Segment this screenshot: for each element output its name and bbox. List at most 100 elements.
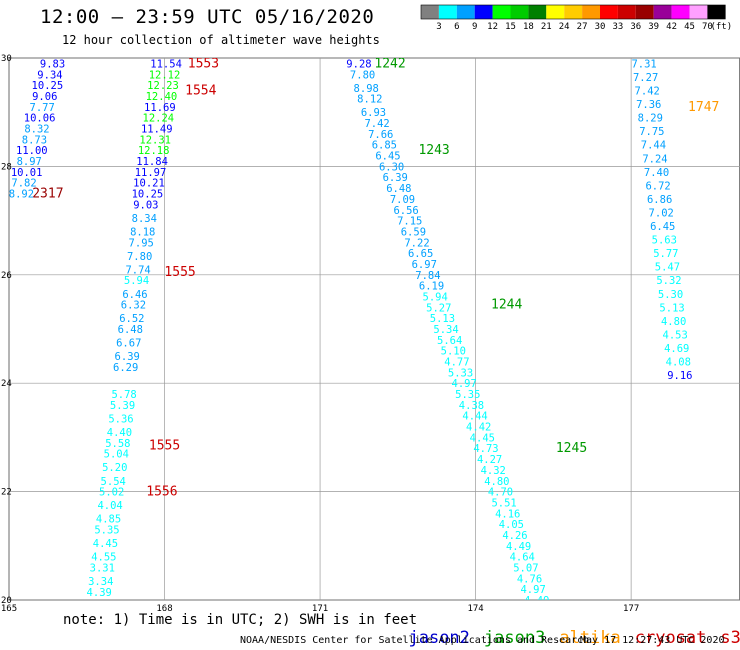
- wave-height-point-jason3: 4.80: [484, 476, 509, 488]
- wave-height-point-altika: 7.24: [642, 153, 667, 165]
- wave-height-point-altika: 7.44: [641, 140, 666, 152]
- pass-time-label: 1555: [164, 265, 195, 280]
- colorbar-frame: [420, 4, 726, 20]
- wave-height-point-altika: 5.13: [659, 302, 684, 314]
- wave-height-point-cryosat: 12.31: [139, 134, 171, 146]
- y-tick-label: 22: [1, 488, 12, 498]
- pass-time-label: 1747: [688, 100, 719, 115]
- wave-height-point-jason2: 8.32: [24, 123, 49, 135]
- wave-height-point-cryosat: 5.35: [94, 525, 119, 537]
- satellite-legend: jason2 jason3 altika cryosat s3a: [388, 608, 740, 648]
- wave-height-point-altika: 4.08: [666, 357, 691, 369]
- wave-height-point-jason3: 4.76: [517, 573, 542, 585]
- wave-height-point-jason3: 4.16: [495, 508, 520, 520]
- wave-height-point-cryosat: 9.03: [133, 199, 158, 211]
- y-tick-label: 26: [1, 271, 12, 281]
- y-tick-label: 28: [1, 162, 12, 172]
- wave-height-point-jason3: 8.12: [357, 94, 382, 106]
- pass-time-label: 1554: [185, 84, 216, 99]
- wave-height-point-jason3: 7.84: [415, 270, 440, 282]
- wave-height-point-altika: 5.63: [652, 235, 677, 247]
- wave-height-point-jason3: 5.13: [430, 313, 455, 325]
- wave-height-point-altika: 5.32: [656, 275, 681, 287]
- wave-height-point-jason2: 10.06: [24, 113, 56, 125]
- wave-height-point-cryosat: 7.74: [125, 264, 150, 276]
- colorbar-swatch: [582, 5, 600, 19]
- wave-height-point-jason3: 6.45: [375, 151, 400, 163]
- wave-height-point-jason3: 7.80: [350, 69, 375, 81]
- wave-height-point-jason2: 10.01: [11, 167, 43, 179]
- wave-height-point-cryosat: 6.29: [113, 362, 138, 374]
- colorbar-swatch: [492, 5, 511, 19]
- x-tick-label: 174: [467, 604, 483, 614]
- y-tick-label: 20: [1, 596, 12, 606]
- wave-height-point-altika: 7.27: [633, 72, 658, 84]
- colorbar-label: 18: [523, 22, 534, 32]
- wave-height-point-jason3: 4.64: [510, 552, 535, 564]
- wave-height-point-altika: 7.31: [631, 58, 656, 70]
- wave-height-point-altika: 6.86: [647, 194, 672, 206]
- wave-height-point-jason3: 8.98: [354, 83, 379, 95]
- colorbar-swatch: [689, 5, 708, 19]
- colorbar-swatch: [474, 5, 493, 19]
- wave-height-point-jason2: 9.83: [40, 58, 65, 70]
- wave-height-point-cryosat: 5.39: [110, 400, 135, 412]
- wave-height-point-cryosat: 4.55: [91, 552, 116, 564]
- wave-height-point-cryosat: 4.40: [107, 427, 132, 439]
- wave-height-point-cryosat: 12.23: [147, 80, 179, 92]
- colorbar-swatch: [653, 5, 672, 19]
- wave-height-point-altika: 7.36: [636, 99, 661, 111]
- wave-height-point-cryosat: 10.25: [132, 189, 164, 201]
- colorbar-swatch: [421, 5, 439, 19]
- footer-note: note: 1) Time is in UTC; 2) SWH is in fe…: [63, 612, 418, 628]
- wave-height-point-cryosat: 4.85: [96, 514, 121, 526]
- wave-height-point-cryosat: 4.39: [87, 587, 112, 599]
- wave-height-point-jason3: 4.44: [462, 411, 487, 423]
- pass-time-label: 1243: [418, 143, 449, 158]
- colorbar-label: 39: [648, 22, 659, 32]
- wave-height-point-jason3: 6.65: [408, 248, 433, 260]
- wave-height-point-jason3: 4.32: [481, 465, 506, 477]
- wave-height-point-jason3: 5.07: [513, 562, 538, 574]
- wave-height-point-cryosat: 11.49: [141, 123, 173, 135]
- wave-height-point-cryosat: 5.94: [124, 275, 149, 287]
- pass-time-label: 1244: [491, 298, 522, 313]
- colorbar-swatch: [546, 5, 565, 19]
- colorbar-label: 21: [541, 22, 552, 32]
- pass-time-label: 1242: [374, 56, 405, 71]
- legend-cryosat: cryosat: [634, 628, 707, 648]
- wave-height-point-cryosat: 11.84: [136, 156, 168, 168]
- wave-height-point-jason3: 4.26: [502, 530, 527, 542]
- colorbar-swatch: [600, 5, 618, 19]
- wave-height-point-cryosat: 6.32: [121, 300, 146, 312]
- legend-jason3: jason3: [483, 628, 546, 648]
- colorbar-swatch: [438, 5, 457, 19]
- wave-height-point-jason3: 5.94: [423, 291, 448, 303]
- wave-height-point-altika: 6.72: [645, 180, 670, 192]
- wave-height-point-cryosat: 8.18: [130, 226, 155, 238]
- wave-height-point-cryosat: 3.34: [88, 576, 113, 588]
- colorbar-swatch: [671, 5, 690, 19]
- wave-height-point-jason3: 6.19: [419, 281, 444, 293]
- colorbar-label: 45: [684, 22, 695, 32]
- colorbar-swatch: [510, 5, 529, 19]
- wave-height-point-jason3: 5.64: [437, 335, 462, 347]
- wave-height-point-altika: 7.02: [649, 207, 674, 219]
- wave-height-point-altika: 4.69: [664, 343, 689, 355]
- wave-height-point-altika: 9.16: [667, 370, 692, 382]
- wave-height-point-altika: 5.30: [658, 289, 683, 301]
- colorbar-label: 30: [595, 22, 606, 32]
- pass-time-label: 1555: [149, 439, 180, 454]
- wave-height-point-cryosat: 5.20: [102, 462, 127, 474]
- wave-height-point-cryosat: 11.69: [144, 102, 176, 114]
- wave-height-point-jason3: 6.48: [386, 183, 411, 195]
- wave-height-point-jason3: 9.28: [346, 58, 371, 70]
- wave-height-point-jason2: 7.82: [11, 178, 36, 190]
- legend-s3a: s3a: [720, 628, 740, 648]
- wave-height-point-jason2: 8.92: [9, 189, 34, 201]
- wave-height-point-cryosat: 6.48: [118, 324, 143, 336]
- wave-height-point-cryosat: 6.52: [119, 313, 144, 325]
- wave-height-point-jason3: 7.15: [397, 216, 422, 228]
- pass-time-label: 1553: [188, 56, 219, 71]
